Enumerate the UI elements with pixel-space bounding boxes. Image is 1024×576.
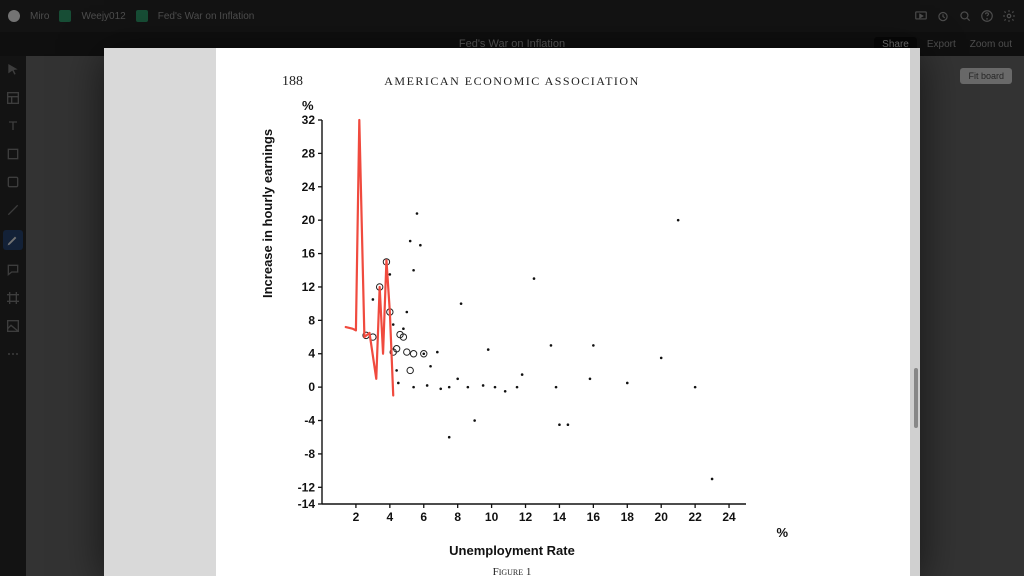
image-modal: 18 8 AMERICAN ECONOMIC ASSOCIATION % Incr… xyxy=(104,48,920,576)
page-header: AMERICAN ECONOMIC ASSOCIATION xyxy=(216,74,808,89)
svg-text:28: 28 xyxy=(302,146,316,160)
text-tool-icon[interactable] xyxy=(5,118,21,134)
present-icon[interactable] xyxy=(914,9,928,23)
modal-gutter-left xyxy=(104,48,216,576)
svg-text:32: 32 xyxy=(302,113,316,127)
svg-text:20: 20 xyxy=(655,510,669,524)
app-topbar: Miro Weejy012 Fed's War on Inflation xyxy=(0,0,1024,32)
svg-text:10: 10 xyxy=(485,510,499,524)
svg-text:12: 12 xyxy=(302,280,316,294)
svg-text:24: 24 xyxy=(302,180,316,194)
svg-text:-14: -14 xyxy=(298,497,316,511)
pct-symbol-right: % xyxy=(776,525,788,540)
svg-text:20: 20 xyxy=(302,213,316,227)
svg-text:18: 18 xyxy=(621,510,635,524)
modal-gutter-right xyxy=(910,48,920,576)
figure-caption: Figure 1 xyxy=(216,566,808,576)
svg-text:14: 14 xyxy=(553,510,567,524)
x-axis-label: Unemployment Rate xyxy=(216,543,808,558)
phillips-chart: -14-12-8-4048121620242832246810121416182… xyxy=(276,102,766,558)
svg-text:-12: -12 xyxy=(298,480,316,494)
help-icon[interactable] xyxy=(980,9,994,23)
fit-board-pill[interactable]: Fit board xyxy=(960,68,1012,84)
modal-scrollbar[interactable] xyxy=(914,368,918,428)
svg-text:0: 0 xyxy=(308,380,315,394)
svg-text:-8: -8 xyxy=(304,447,315,461)
shape-tool-icon[interactable] xyxy=(5,174,21,190)
svg-text:4: 4 xyxy=(308,347,315,361)
workspace-label[interactable]: Weejy012 xyxy=(81,11,125,22)
tool-sidebar xyxy=(0,56,26,576)
svg-text:24: 24 xyxy=(722,510,736,524)
doc-hint[interactable]: Fed's War on Inflation xyxy=(158,11,255,22)
doc-icon xyxy=(136,10,148,22)
pen-tool-icon[interactable] xyxy=(3,230,23,250)
svg-text:16: 16 xyxy=(302,247,316,261)
frame-tool-icon[interactable] xyxy=(5,290,21,306)
workspace-icon[interactable] xyxy=(59,10,71,22)
svg-text:8: 8 xyxy=(454,510,461,524)
svg-text:6: 6 xyxy=(420,510,427,524)
search-icon[interactable] xyxy=(958,9,972,23)
cursor-tool-icon[interactable] xyxy=(5,62,21,78)
export-button[interactable]: Export xyxy=(923,37,960,52)
svg-text:8: 8 xyxy=(308,313,315,327)
settings-icon[interactable] xyxy=(1002,9,1016,23)
timer-icon[interactable] xyxy=(936,9,950,23)
template-tool-icon[interactable] xyxy=(5,90,21,106)
svg-text:12: 12 xyxy=(519,510,533,524)
paper-page: 18 8 AMERICAN ECONOMIC ASSOCIATION % Incr… xyxy=(216,48,808,576)
svg-text:4: 4 xyxy=(386,510,393,524)
svg-text:-4: -4 xyxy=(304,414,315,428)
sticky-tool-icon[interactable] xyxy=(5,146,21,162)
line-tool-icon[interactable] xyxy=(5,202,21,218)
y-axis-label: Increase in hourly earnings xyxy=(260,129,275,298)
svg-text:16: 16 xyxy=(587,510,601,524)
brand-label[interactable]: Miro xyxy=(30,11,49,22)
more-tool-icon[interactable] xyxy=(5,346,21,362)
comment-tool-icon[interactable] xyxy=(5,262,21,278)
upload-tool-icon[interactable] xyxy=(5,318,21,334)
brand-icon[interactable] xyxy=(8,10,20,22)
svg-text:22: 22 xyxy=(688,510,702,524)
svg-text:2: 2 xyxy=(353,510,360,524)
zoom-button[interactable]: Zoom out xyxy=(966,37,1016,52)
